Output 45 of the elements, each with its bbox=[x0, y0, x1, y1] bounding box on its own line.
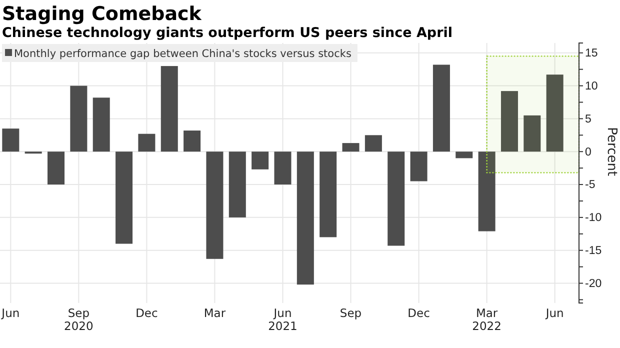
x-tick-label: Dec bbox=[136, 306, 158, 320]
x-tick-label: Mar bbox=[204, 306, 226, 320]
bar bbox=[546, 74, 564, 152]
bar bbox=[48, 152, 65, 185]
bar bbox=[296, 152, 314, 285]
bar bbox=[320, 152, 337, 238]
bar bbox=[432, 64, 450, 152]
bar bbox=[92, 98, 110, 152]
bar bbox=[184, 130, 201, 152]
bar bbox=[364, 135, 382, 152]
bar bbox=[500, 91, 518, 152]
x-tick-label: Dec bbox=[408, 306, 430, 320]
x-tick-label: Mar 2022 bbox=[472, 306, 502, 333]
y-tick-label: -15 bbox=[585, 245, 602, 258]
bar bbox=[388, 152, 405, 246]
legend-label: Monthly performance gap between China's stocks versus stocks bbox=[14, 48, 352, 60]
bar bbox=[206, 152, 224, 259]
y-axis-title: Percent bbox=[604, 127, 619, 176]
bar bbox=[410, 152, 428, 182]
y-tick-label: 10 bbox=[585, 80, 598, 92]
bar bbox=[138, 134, 156, 152]
bar bbox=[524, 115, 541, 152]
x-tick-label: Jun bbox=[0, 306, 20, 320]
bar bbox=[116, 152, 133, 244]
chart-title: Staging Comeback bbox=[2, 3, 202, 25]
y-tick-label: 15 bbox=[585, 48, 598, 60]
bar bbox=[228, 152, 246, 218]
y-tick-label: 0 bbox=[585, 146, 592, 158]
x-tick-label: Jun 2021 bbox=[268, 306, 298, 333]
chart-subtitle: Chinese technology giants outperform US peers since April bbox=[2, 25, 452, 41]
y-tick-label: -5 bbox=[585, 179, 596, 192]
y-tick-label: 5 bbox=[585, 113, 592, 126]
bar bbox=[252, 152, 269, 170]
bar bbox=[342, 143, 360, 152]
x-tick-label: Sep bbox=[340, 306, 362, 320]
x-tick-label: Jun bbox=[544, 306, 564, 320]
x-tick-label: Sep 2020 bbox=[64, 306, 94, 333]
y-tick-label: -20 bbox=[585, 278, 602, 290]
bar bbox=[160, 66, 178, 152]
bar bbox=[274, 152, 292, 185]
y-tick-label: -10 bbox=[585, 212, 602, 224]
bar bbox=[456, 152, 473, 158]
bar bbox=[70, 86, 88, 152]
bar bbox=[2, 128, 20, 152]
bar bbox=[478, 152, 496, 232]
